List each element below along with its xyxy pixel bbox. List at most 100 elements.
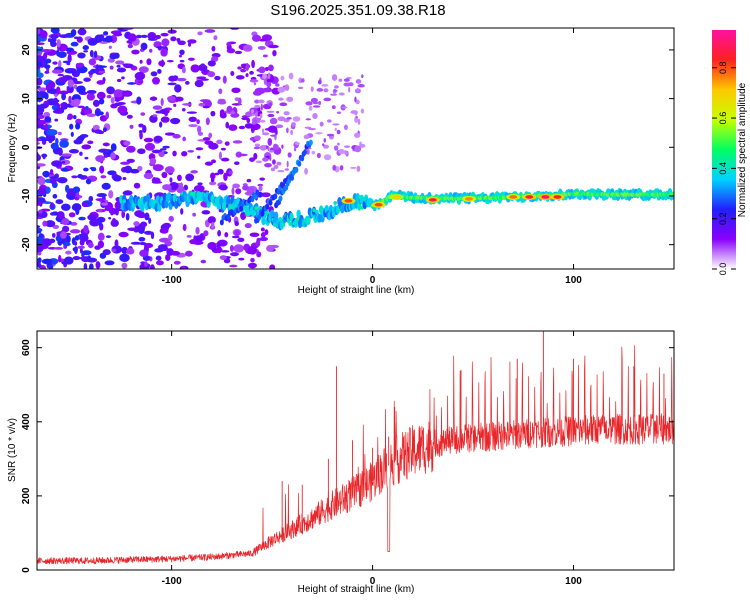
noise-speckle: [95, 198, 106, 202]
noise-speckle: [237, 66, 242, 70]
noise-speckle: [253, 82, 257, 86]
noise-speckle: [198, 102, 206, 107]
noise-speckle: [240, 63, 247, 67]
noise-speckle: [190, 170, 198, 174]
noise-speckle: [219, 255, 228, 260]
noise-speckle: [287, 152, 292, 158]
noise-speckle: [137, 165, 143, 172]
noise-speckle: [37, 77, 43, 86]
noise-speckle: [188, 57, 195, 61]
snr-plot: -100 0 100 0 200 400 600 Height of straight l…: [7, 330, 675, 595]
noise-speckle: [169, 177, 173, 183]
noise-speckle: [217, 230, 222, 237]
noise-speckle: [327, 119, 332, 123]
noise-speckle: [70, 222, 78, 226]
noise-speckle: [249, 70, 254, 75]
noise-speckle: [251, 34, 261, 42]
noise-speckle: [37, 257, 42, 264]
noise-speckle: [232, 183, 241, 189]
noise-speckle: [98, 148, 109, 153]
noise-speckle: [109, 65, 114, 70]
noise-speckle: [249, 79, 259, 83]
noise-speckle: [52, 193, 58, 199]
noise-speckle: [86, 113, 96, 118]
noise-speckle: [269, 155, 272, 161]
noise-speckle: [233, 244, 245, 253]
noise-speckle: [220, 147, 226, 151]
noise-speckle: [67, 68, 77, 72]
noise-speckle: [81, 201, 89, 208]
noise-speckle: [331, 74, 338, 81]
ridge-core: [315, 209, 319, 214]
noise-speckle: [341, 106, 348, 109]
noise-speckle: [96, 80, 106, 85]
spectrogram-y-tick-label: 10: [21, 93, 32, 105]
snr-y-tick-label: 200: [21, 487, 32, 504]
noise-speckle: [284, 168, 290, 171]
hotspot: [344, 199, 353, 203]
noise-speckle: [253, 119, 258, 123]
noise-speckle: [41, 48, 52, 53]
streak-blob: [303, 149, 308, 156]
noise-speckle: [207, 71, 216, 78]
noise-speckle: [73, 98, 81, 106]
noise-speckle: [235, 75, 245, 80]
noise-speckle: [254, 99, 260, 104]
noise-speckle: [172, 134, 181, 139]
noise-speckle: [150, 71, 158, 77]
noise-speckle: [260, 119, 266, 123]
noise-speckle: [68, 148, 79, 154]
noise-speckle: [121, 210, 126, 219]
noise-speckle: [148, 217, 152, 224]
noise-speckle: [195, 226, 200, 235]
noise-speckle: [71, 175, 78, 179]
noise-speckle: [189, 239, 198, 245]
noise-speckle: [121, 262, 128, 269]
noise-speckle: [250, 109, 255, 114]
noise-speckle: [83, 263, 88, 269]
noise-speckle: [207, 216, 216, 224]
noise-speckle: [50, 202, 55, 209]
noise-speckle: [170, 250, 181, 256]
noise-speckle: [126, 114, 133, 119]
noise-speckle: [140, 34, 148, 38]
noise-speckle: [269, 117, 278, 125]
noise-speckle: [355, 79, 362, 84]
noise-speckle: [133, 221, 140, 227]
noise-speckle: [127, 82, 137, 85]
noise-speckle: [77, 174, 84, 179]
snr-frame: [36, 330, 675, 571]
colorbar-tick-label: 0.2: [718, 212, 728, 225]
noise-speckle: [37, 55, 44, 62]
noise-speckle: [269, 264, 276, 269]
noise-speckle: [72, 115, 77, 120]
noise-speckle: [267, 137, 273, 146]
noise-speckle: [122, 91, 131, 97]
noise-speckle: [262, 157, 269, 162]
noise-speckle: [204, 161, 213, 166]
noise-speckle: [202, 105, 210, 109]
noise-speckle: [164, 240, 172, 247]
noise-speckle: [147, 38, 158, 41]
noise-speckle: [276, 161, 282, 166]
noise-speckle: [88, 195, 94, 202]
noise-speckle: [312, 112, 318, 120]
noise-speckle: [147, 31, 157, 41]
noise-speckle: [286, 160, 289, 168]
noise-speckle: [270, 134, 277, 137]
noise-speckle: [57, 51, 67, 58]
noise-speckle: [144, 212, 150, 221]
ridge-blob: [226, 196, 231, 206]
streak-blob: [239, 205, 244, 212]
noise-speckle: [259, 177, 265, 181]
snr-y-tick-label: 400: [21, 413, 32, 430]
noise-speckle: [312, 105, 321, 108]
snr-x-tick-label: 0: [370, 576, 376, 587]
noise-speckle: [234, 229, 240, 237]
noise-speckle: [226, 41, 232, 47]
noise-speckle: [359, 141, 362, 147]
noise-speckle: [229, 244, 234, 252]
noise-speckle: [40, 265, 46, 269]
noise-speckle: [172, 150, 177, 157]
